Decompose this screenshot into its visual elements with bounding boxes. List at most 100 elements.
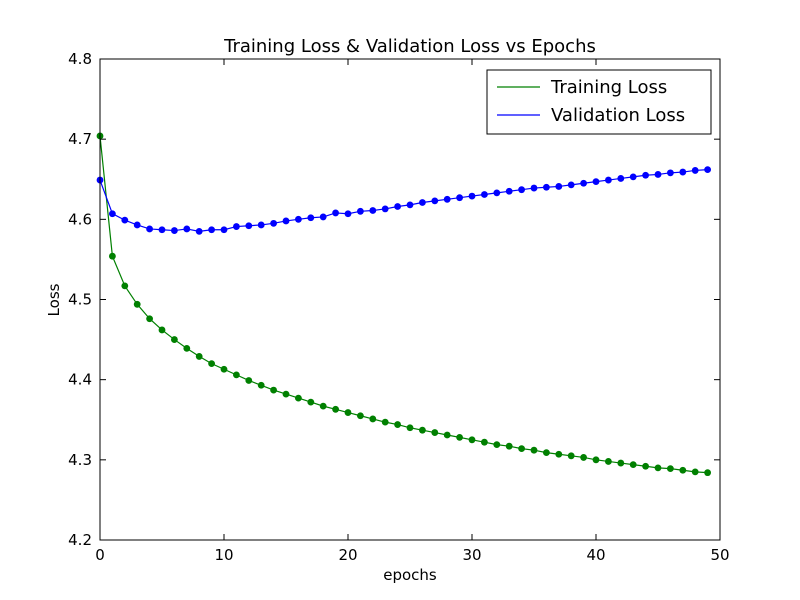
data-point-validation-loss (704, 166, 711, 174)
legend: Training Loss Validation Loss (486, 69, 712, 135)
axis-ticks (99, 58, 721, 541)
data-point-training-loss (481, 438, 488, 446)
data-point-validation-loss (381, 205, 389, 213)
data-point-validation-loss (158, 226, 166, 234)
data-point-validation-loss (605, 176, 612, 184)
data-point-training-loss (617, 459, 625, 467)
data-point-training-loss (567, 452, 575, 460)
data-point-training-loss (555, 450, 563, 458)
y-tick-label: 4.7 (68, 130, 92, 148)
data-point-validation-loss (195, 227, 203, 235)
data-point-validation-loss (183, 225, 191, 233)
x-tick-label: 50 (710, 546, 729, 564)
data-point-validation-loss (580, 179, 587, 187)
data-point-training-loss (295, 394, 302, 402)
data-point-training-loss (468, 436, 476, 444)
data-point-validation-loss (505, 187, 513, 195)
data-point-validation-loss (257, 221, 265, 229)
data-point-training-loss (307, 398, 315, 406)
data-point-validation-loss (319, 213, 327, 221)
data-point-validation-loss (419, 199, 426, 206)
data-point-training-loss (518, 445, 525, 453)
data-point-validation-loss (443, 195, 451, 203)
data-point-training-loss (679, 466, 687, 474)
data-point-validation-loss (468, 192, 476, 200)
x-tick-label: 20 (338, 546, 357, 564)
data-point-training-loss (419, 426, 426, 434)
data-point-training-loss (704, 469, 711, 477)
data-point-validation-loss (543, 183, 550, 191)
data-point-training-loss (158, 326, 166, 334)
data-point-validation-loss (357, 207, 364, 215)
data-point-training-loss (344, 409, 352, 416)
y-tick-label: 4.3 (68, 451, 92, 469)
data-point-training-loss (629, 461, 637, 469)
y-axis-label: Loss (45, 283, 63, 316)
axis-tick-labels: 0 10 20 30 40 50 4.2 4.3 4.4 4.5 4.6 4.7 4.8 (68, 50, 729, 564)
data-point-validation-loss (691, 167, 699, 174)
x-axis-label: epochs (383, 566, 437, 584)
data-point-training-loss (146, 315, 154, 323)
data-point-validation-loss (642, 171, 649, 179)
data-point-validation-loss (481, 191, 488, 198)
data-point-training-loss (183, 345, 191, 352)
data-point-training-loss (592, 456, 600, 464)
data-point-validation-loss (667, 169, 674, 177)
data-point-validation-loss (654, 171, 662, 178)
data-point-validation-loss (493, 189, 501, 197)
data-point-validation-loss (109, 210, 116, 218)
data-point-validation-loss (233, 223, 240, 230)
data-point-training-loss (431, 429, 439, 436)
data-point-training-loss (195, 353, 203, 360)
data-point-validation-loss (629, 173, 637, 181)
data-point-training-loss (654, 464, 662, 472)
data-point-validation-loss (394, 203, 401, 210)
data-point-validation-loss (431, 197, 439, 205)
legend-label-training: Training Loss (550, 77, 667, 98)
data-point-validation-loss (555, 183, 563, 190)
data-point-training-loss (394, 421, 401, 428)
series-markers (96, 132, 711, 477)
data-point-validation-loss (220, 226, 228, 234)
data-point-training-loss (443, 431, 451, 439)
data-point-validation-loss (567, 181, 575, 189)
data-point-training-loss (171, 336, 178, 343)
data-point-training-loss (220, 365, 228, 373)
data-point-validation-loss (332, 209, 339, 217)
data-point-training-loss (369, 415, 377, 423)
data-point-training-loss (642, 462, 649, 470)
data-point-training-loss (691, 468, 699, 476)
data-point-validation-loss (369, 207, 377, 214)
data-point-training-loss (493, 441, 501, 448)
data-point-validation-loss (295, 215, 302, 223)
y-tick-label: 4.5 (68, 291, 92, 309)
legend-box (486, 69, 712, 135)
y-tick-label: 4.2 (68, 531, 92, 549)
data-point-training-loss (282, 390, 290, 398)
data-point-validation-loss (307, 214, 315, 222)
data-point-validation-loss (406, 201, 414, 209)
data-point-training-loss (319, 402, 327, 410)
data-point-training-loss (406, 424, 414, 432)
data-point-training-loss (257, 381, 265, 389)
data-point-validation-loss (344, 210, 352, 218)
data-point-validation-loss (245, 222, 253, 230)
x-tick-label: 30 (462, 546, 481, 564)
y-tick-label: 4.6 (68, 210, 92, 228)
data-point-training-loss (605, 458, 612, 465)
data-point-validation-loss (530, 184, 538, 192)
data-point-training-loss (530, 446, 538, 454)
data-point-validation-loss (679, 168, 687, 176)
y-tick-label: 4.4 (68, 371, 92, 389)
x-tick-label: 10 (214, 546, 233, 564)
data-point-validation-loss (592, 178, 600, 186)
data-point-validation-loss (121, 216, 129, 224)
data-point-training-loss (667, 465, 674, 473)
data-point-training-loss (505, 442, 513, 450)
data-point-validation-loss (171, 227, 178, 234)
data-point-training-loss (381, 418, 389, 426)
data-point-training-loss (456, 433, 463, 441)
data-point-training-loss (208, 360, 216, 368)
legend-label-validation: Validation Loss (551, 105, 685, 126)
